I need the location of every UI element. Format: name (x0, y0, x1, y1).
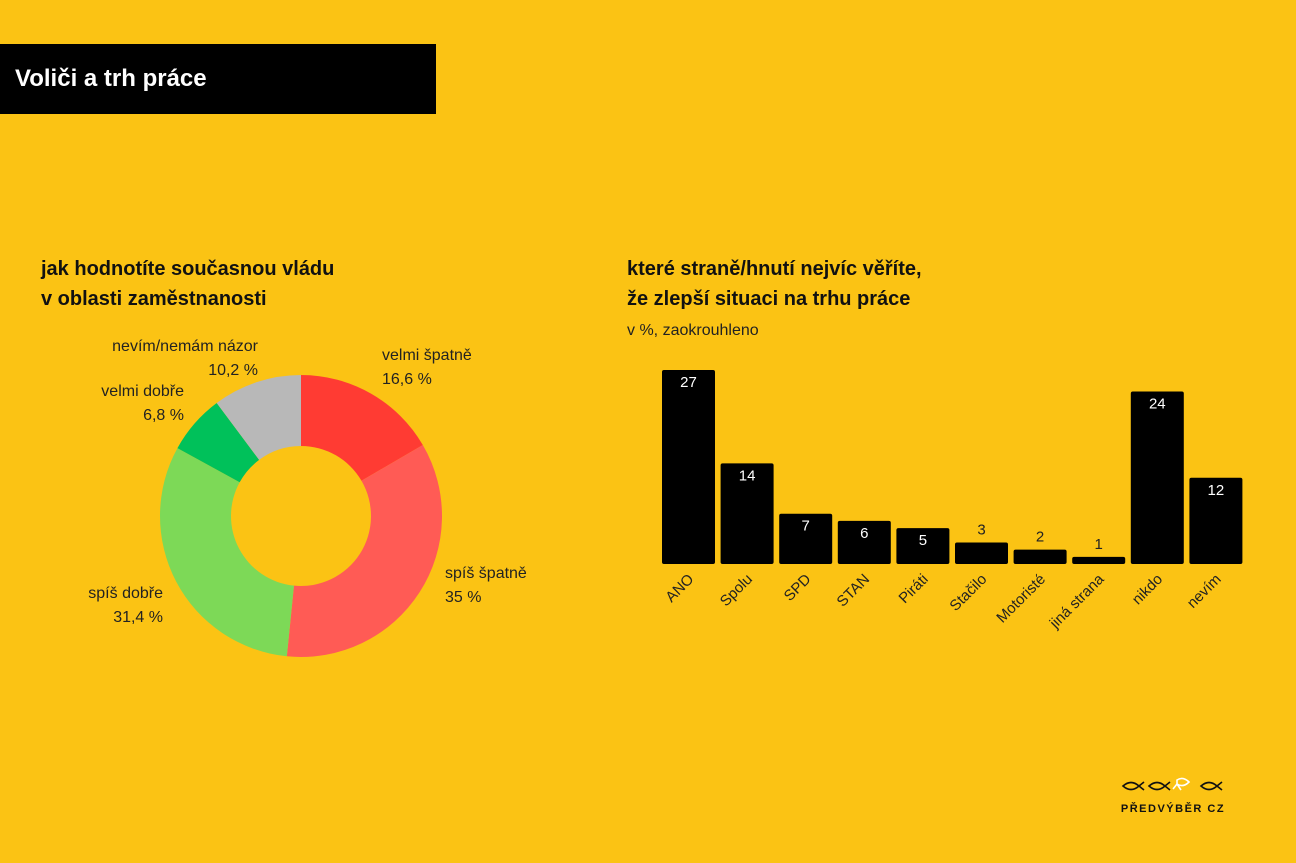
bar-2 (779, 513, 833, 564)
bar-1 (720, 463, 774, 564)
bar-value-label-5: 3 (977, 521, 985, 538)
pie-title-line-2: v oblasti zaměstnanosti (41, 288, 267, 310)
bar-0 (662, 370, 715, 564)
bar-value-label-2: 7 (802, 518, 810, 535)
pie-slice-0 (301, 375, 423, 481)
pie-chart-title: jak hodnotíte současnou vládu v oblasti … (41, 254, 334, 314)
bar-6 (1013, 549, 1067, 564)
bar-9 (1189, 477, 1243, 564)
bar-category-label-4: Piráti (896, 571, 932, 607)
bar-category-label-0: ANO (662, 571, 697, 606)
pie-slice-4 (216, 375, 301, 460)
pie-slice-1 (286, 444, 442, 657)
pie-slice-3 (177, 402, 260, 483)
fish-icon (1121, 777, 1223, 791)
predvyber-logo: PŘEDVÝBĚR CZ (1118, 776, 1228, 815)
bar-category-label-9: nevím (1184, 571, 1225, 612)
bar-value-label-7: 1 (1095, 536, 1103, 553)
bar-value-label-6: 2 (1036, 529, 1044, 546)
bar-value-label-3: 6 (860, 525, 868, 542)
bar-value-label-4: 5 (919, 532, 927, 549)
pie-label-spis-spatne: spíš špatně 35 % (445, 565, 527, 606)
bar-8 (1130, 391, 1184, 564)
bar-5 (955, 542, 1008, 564)
bar-value-label-8: 24 (1149, 396, 1166, 413)
bar-chart-title: které straně/hnutí nejvíc věříte, že zle… (627, 254, 922, 314)
bar-category-label-8: nikdo (1129, 571, 1166, 608)
bar-3 (837, 520, 891, 564)
bar-value-label-9: 12 (1208, 482, 1225, 499)
pie-title-line-1: jak hodnotíte současnou vládu (41, 258, 335, 280)
bar-category-label-3: STAN (834, 571, 874, 611)
pie-label-spis-dobre: spíš dobře 31,4 % (88, 585, 163, 626)
bar-value-label-1: 14 (739, 467, 756, 484)
pie-label-velmi-spatne: velmi špatně 16,6 % (382, 347, 472, 388)
bar-category-label-1: Spolu (717, 571, 756, 610)
page-title: Voliči a trh práce (0, 44, 436, 114)
pie-label-velmi-dobre: velmi dobře 6,8 % (101, 383, 184, 424)
bar-category-label-2: SPD (781, 571, 815, 605)
pie-label-nevim: nevím/nemám názor 10,2 % (112, 338, 258, 379)
bar-value-label-0: 27 (680, 374, 697, 391)
bar-7 (1072, 556, 1126, 564)
bar-category-label-7: jiná strana (1046, 570, 1108, 632)
bar-title-line-2: že zlepší situaci na trhu práce (627, 288, 911, 310)
bar-title-line-1: které straně/hnutí nejvíc věříte, (627, 258, 922, 280)
bar-4 (896, 528, 950, 564)
logo-text: PŘEDVÝBĚR CZ (1120, 803, 1226, 815)
pie-slice-2 (160, 448, 294, 657)
bar-chart-subtitle: v %, zaokrouhleno (627, 322, 759, 339)
bar-category-label-5: Stačilo (946, 571, 990, 615)
bar-category-label-6: Motoristé (993, 571, 1049, 627)
